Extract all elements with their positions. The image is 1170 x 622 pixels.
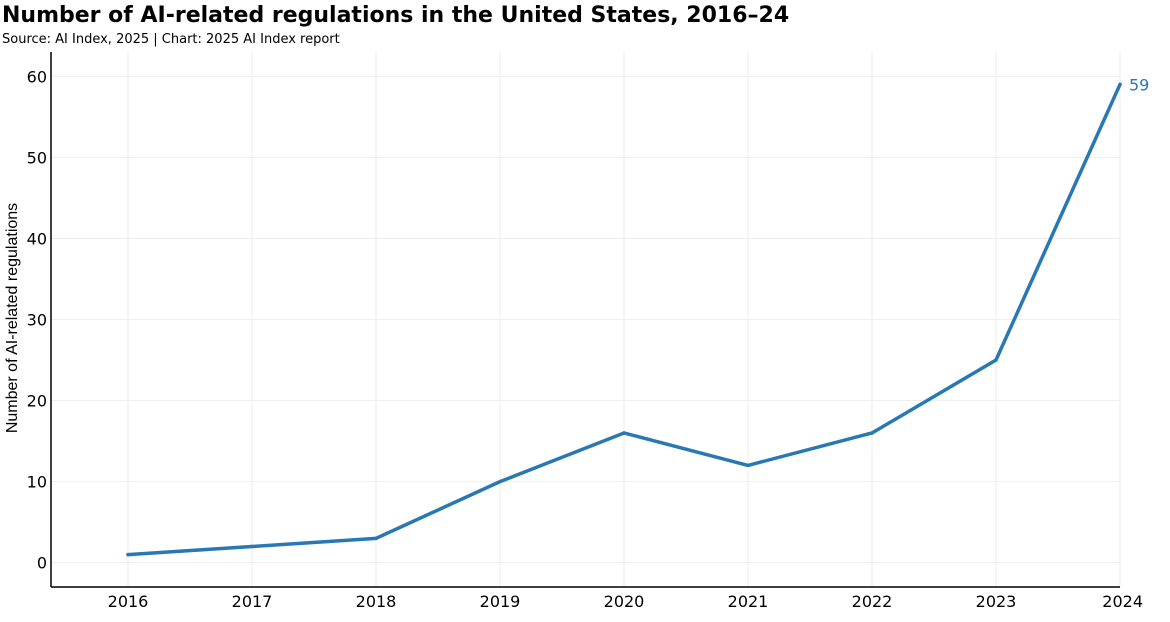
y-tick-label: 40 <box>27 229 47 248</box>
data-point <box>622 431 626 435</box>
y-tick-label: 10 <box>27 473 47 492</box>
chart-title: Number of AI-related regulations in the … <box>2 3 790 28</box>
x-tick-labels: 2016 2017 2018 2019 2020 2021 2022 2023 2024 <box>108 592 1143 611</box>
end-value-label: 59 <box>1129 75 1149 94</box>
x-tick-label: 2023 <box>976 592 1017 611</box>
data-point <box>746 463 750 468</box>
data-point <box>250 544 254 549</box>
x-tick-label: 2019 <box>480 592 521 611</box>
data-point <box>126 552 130 557</box>
y-tick-label: 0 <box>37 554 47 573</box>
y-tick-labels: 0 10 20 30 40 50 60 <box>27 67 47 572</box>
axes <box>50 52 1120 588</box>
x-tick-label: 2017 <box>232 592 273 611</box>
y-tick-label: 30 <box>27 311 47 330</box>
x-tick-label: 2024 <box>1102 592 1143 611</box>
grid-lines <box>51 52 1121 587</box>
data-point <box>1118 82 1122 87</box>
chart-subtitle: Source: AI Index, 2025 | Chart: 2025 AI … <box>2 32 340 47</box>
series-layer: 59 <box>126 75 1149 557</box>
y-tick-label: 60 <box>27 67 47 86</box>
y-tick-label: 50 <box>27 148 47 167</box>
x-tick-label: 2018 <box>356 592 397 611</box>
y-axis-title: Number of AI-related regulations <box>4 203 21 433</box>
data-point <box>994 358 998 362</box>
x-tick-label: 2020 <box>604 592 645 611</box>
x-tick-label: 2021 <box>728 592 769 611</box>
data-point <box>498 479 502 484</box>
y-tick-label: 20 <box>27 392 47 411</box>
data-point <box>374 536 378 541</box>
x-tick-label: 2016 <box>108 592 149 611</box>
x-tick-label: 2022 <box>852 592 893 611</box>
data-point <box>870 431 874 435</box>
